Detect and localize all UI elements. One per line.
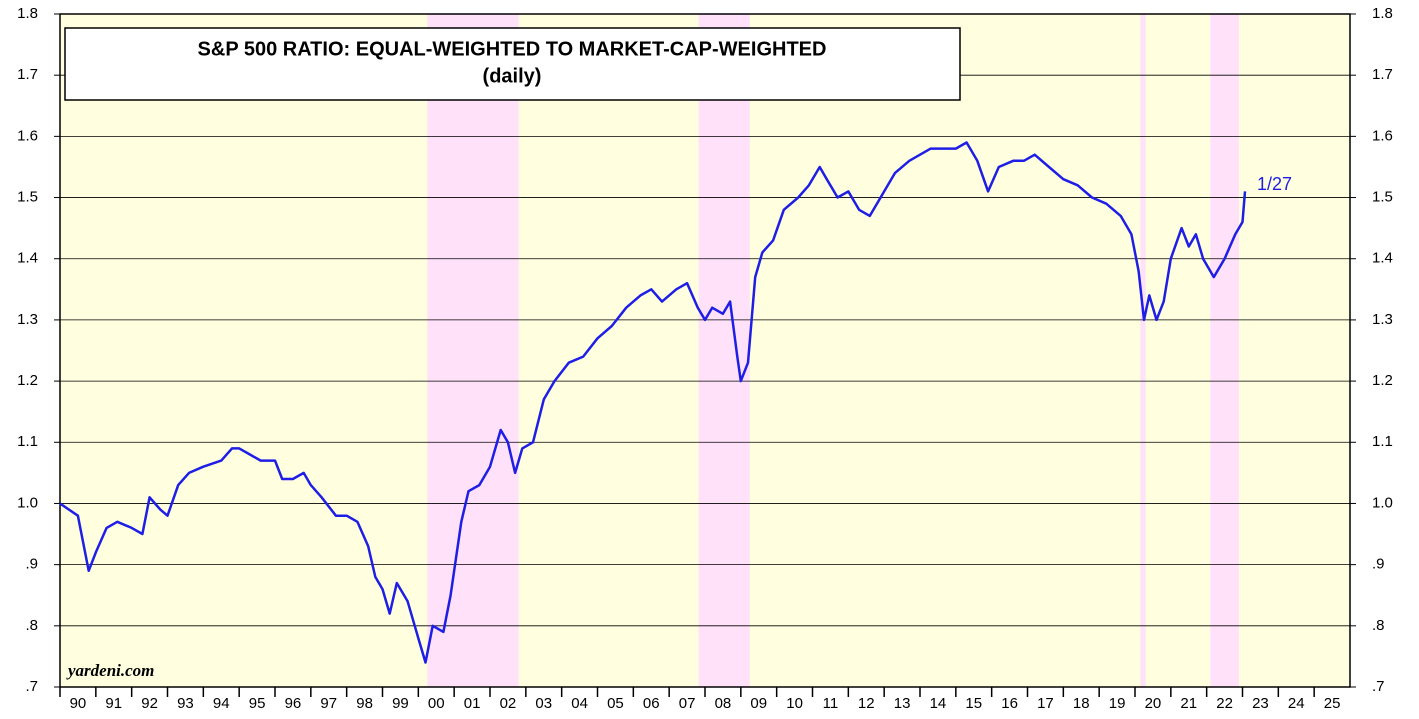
- x-tick-label: 16: [1001, 695, 1018, 712]
- x-tick-label: 92: [141, 695, 158, 712]
- y2-tick-label: 1.3: [1372, 311, 1393, 328]
- data-line: [59, 141, 1247, 664]
- x-tick-label: 07: [679, 695, 696, 712]
- title-box: [64, 27, 961, 101]
- y-tick-label: 1.3: [17, 311, 38, 328]
- chart-subtitle: (daily): [483, 65, 542, 87]
- y2-tick-label: 1.0: [1372, 494, 1393, 511]
- x-tick-label: 98: [356, 695, 373, 712]
- x-tick-label: 96: [285, 695, 302, 712]
- x-tick-label: 05: [607, 695, 624, 712]
- y-tick-label: 1.8: [17, 5, 38, 22]
- x-tick-label: 99: [392, 695, 409, 712]
- y-tick-label: 1.0: [17, 494, 38, 511]
- x-tick-label: 17: [1037, 695, 1054, 712]
- x-tick-label: 04: [571, 695, 588, 712]
- x-tick-label: 94: [213, 695, 230, 712]
- x-tick-label: 23: [1252, 695, 1269, 712]
- x-tick-label: 00: [428, 695, 445, 712]
- shaded-period: [1210, 14, 1239, 687]
- y-tick-label: 1.5: [17, 189, 38, 206]
- x-tick-label: 24: [1288, 695, 1305, 712]
- x-tick-label: 10: [786, 695, 803, 712]
- x-tick-label: 06: [643, 695, 660, 712]
- x-tick-label: 11: [823, 695, 839, 712]
- x-tick-label: 13: [894, 695, 911, 712]
- y2-tick-label: .7: [1372, 678, 1385, 695]
- source: yardeni.com: [66, 661, 154, 680]
- y2-tick-label: 1.7: [1372, 66, 1393, 83]
- y2-tick-label: 1.1: [1372, 433, 1393, 450]
- x-tick-label: 03: [535, 695, 552, 712]
- x-tick-label: 93: [177, 695, 194, 712]
- x-tick-label: 91: [105, 695, 122, 712]
- y2-tick-label: .8: [1372, 617, 1385, 634]
- x-tick-label: 97: [320, 695, 337, 712]
- x-tick-label: 21: [1180, 695, 1197, 712]
- x-tick-label: 25: [1324, 695, 1341, 712]
- y-tick-label: .8: [25, 617, 38, 634]
- x-tick-label: 18: [1073, 695, 1090, 712]
- x-tick-label: 15: [965, 695, 982, 712]
- y-tick-label: 1.1: [17, 433, 38, 450]
- chart-title: S&P 500 RATIO: EQUAL-WEIGHTED TO MARKET-…: [198, 38, 827, 60]
- y2-tick-label: .9: [1372, 556, 1385, 573]
- annotation: 1/27: [1257, 174, 1292, 194]
- y-tick-label: 1.4: [17, 250, 38, 267]
- x-tick-label: 12: [858, 695, 875, 712]
- y-tick-label: 1.7: [17, 66, 38, 83]
- y-tick-label: .7: [25, 678, 38, 695]
- y-tick-label: .9: [25, 556, 38, 573]
- x-tick-label: 09: [750, 695, 767, 712]
- x-tick-label: 08: [715, 695, 732, 712]
- y2-tick-label: 1.6: [1372, 127, 1393, 144]
- y-tick-label: 1.6: [17, 127, 38, 144]
- x-tick-label: 90: [70, 695, 87, 712]
- x-tick-label: 14: [930, 695, 947, 712]
- y-tick-label: 1.2: [17, 372, 38, 389]
- x-tick-label: 02: [500, 695, 517, 712]
- x-tick-label: 19: [1109, 695, 1126, 712]
- shaded-period: [1140, 14, 1146, 687]
- x-tick-label: 20: [1145, 695, 1162, 712]
- y2-tick-label: 1.8: [1372, 5, 1393, 22]
- y2-tick-label: 1.5: [1372, 189, 1393, 206]
- shaded-period: [698, 14, 750, 687]
- x-tick-label: 22: [1216, 695, 1233, 712]
- shaded-period: [427, 14, 519, 687]
- y2-tick-label: 1.4: [1372, 250, 1393, 267]
- x-tick-label: 95: [249, 695, 266, 712]
- x-tick-label: 01: [464, 695, 481, 712]
- y2-tick-label: 1.2: [1372, 372, 1393, 389]
